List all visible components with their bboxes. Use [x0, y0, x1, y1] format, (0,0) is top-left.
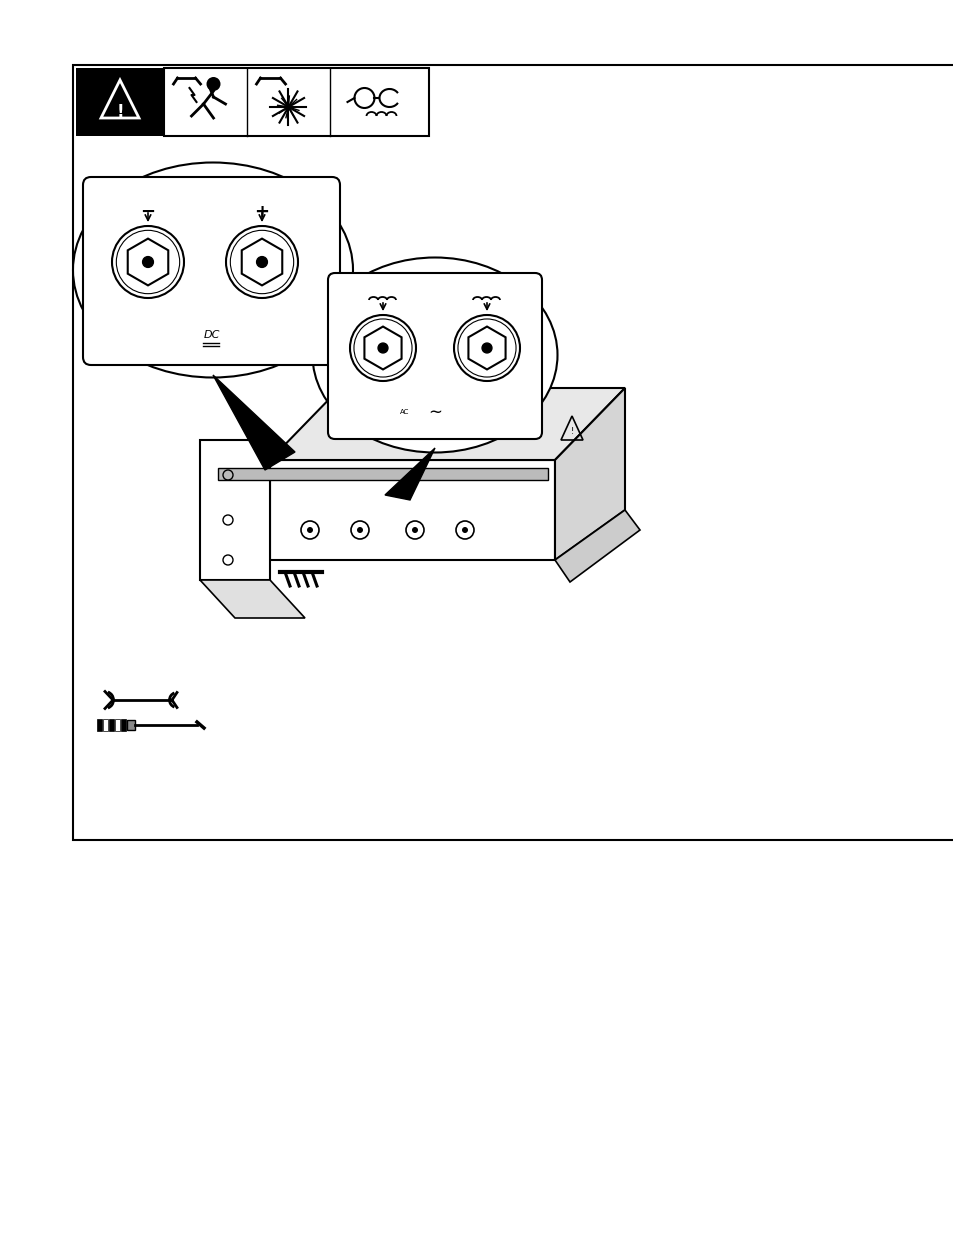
Circle shape	[412, 527, 417, 534]
Polygon shape	[555, 510, 639, 582]
Polygon shape	[128, 238, 168, 285]
Text: −: −	[140, 203, 155, 221]
Bar	[115, 719, 120, 731]
Ellipse shape	[73, 163, 353, 378]
Circle shape	[377, 343, 388, 353]
FancyBboxPatch shape	[83, 177, 339, 366]
Circle shape	[481, 343, 492, 353]
Circle shape	[461, 527, 468, 534]
Circle shape	[307, 527, 313, 534]
Polygon shape	[200, 580, 305, 618]
Polygon shape	[200, 440, 270, 580]
Circle shape	[206, 77, 220, 91]
Circle shape	[350, 315, 416, 382]
Bar	[127, 720, 135, 730]
Bar	[109, 719, 113, 731]
Circle shape	[226, 226, 297, 298]
Bar	[218, 468, 547, 480]
Circle shape	[356, 527, 363, 534]
Text: !: !	[570, 427, 573, 436]
Polygon shape	[270, 459, 555, 559]
Bar	[73, 65, 953, 840]
Bar	[164, 68, 429, 136]
Text: ∼: ∼	[428, 403, 441, 421]
Text: AC: AC	[400, 409, 409, 415]
Bar	[76, 68, 164, 136]
Bar	[121, 719, 126, 731]
Ellipse shape	[313, 258, 557, 452]
Polygon shape	[364, 326, 401, 369]
Circle shape	[142, 257, 153, 268]
Polygon shape	[270, 388, 624, 459]
Circle shape	[256, 257, 267, 268]
Polygon shape	[468, 326, 505, 369]
Polygon shape	[385, 448, 435, 500]
Circle shape	[454, 315, 519, 382]
Polygon shape	[241, 238, 282, 285]
Bar	[97, 719, 102, 731]
Polygon shape	[213, 375, 294, 471]
Circle shape	[112, 226, 184, 298]
Bar	[103, 719, 108, 731]
Text: !: !	[116, 103, 124, 121]
FancyBboxPatch shape	[328, 273, 541, 438]
Text: DC: DC	[203, 330, 219, 340]
Polygon shape	[555, 388, 624, 559]
Text: +: +	[254, 203, 269, 221]
